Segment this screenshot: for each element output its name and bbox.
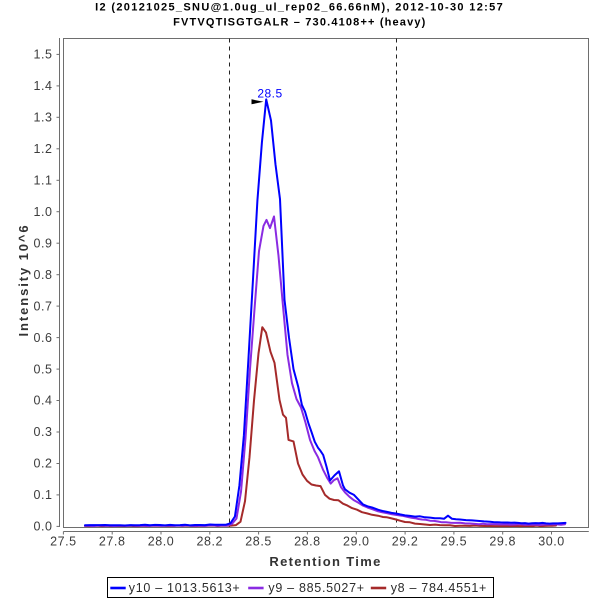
svg-text:0.9: 0.9	[33, 236, 52, 250]
svg-text:y9 – 885.5027+: y9 – 885.5027+	[268, 581, 364, 595]
svg-text:0.2: 0.2	[33, 457, 52, 471]
svg-text:29.0: 29.0	[343, 535, 370, 549]
svg-text:28.8: 28.8	[294, 535, 321, 549]
svg-text:28.0: 28.0	[148, 535, 175, 549]
svg-text:0.3: 0.3	[33, 425, 52, 439]
svg-text:30.0: 30.0	[538, 535, 565, 549]
svg-text:0.7: 0.7	[33, 299, 52, 313]
svg-text:y10 – 1013.5613+: y10 – 1013.5613+	[129, 581, 241, 595]
svg-text:1.1: 1.1	[33, 174, 52, 188]
svg-text:1.0: 1.0	[33, 205, 52, 219]
svg-text:29.8: 29.8	[489, 535, 516, 549]
svg-text:28.2: 28.2	[197, 535, 224, 549]
svg-text:FVTVQTISGTGALR – 730.4108++ (h: FVTVQTISGTGALR – 730.4108++ (heavy)	[173, 16, 426, 28]
svg-text:27.5: 27.5	[50, 535, 77, 549]
svg-text:Intensity 10^6: Intensity 10^6	[16, 224, 31, 337]
svg-text:0.8: 0.8	[33, 268, 52, 282]
svg-text:1.5: 1.5	[33, 48, 52, 62]
svg-text:I2 (20121025_SNU@1.0ug_ul_rep0: I2 (20121025_SNU@1.0ug_ul_rep02_66.66nM)…	[95, 2, 504, 14]
svg-text:0.5: 0.5	[33, 362, 52, 376]
svg-text:1.4: 1.4	[33, 79, 52, 93]
svg-text:28.5: 28.5	[257, 87, 282, 101]
svg-text:28.5: 28.5	[245, 535, 272, 549]
svg-text:29.5: 29.5	[441, 535, 468, 549]
svg-text:1.2: 1.2	[33, 142, 52, 156]
svg-text:29.2: 29.2	[392, 535, 419, 549]
svg-text:y8 – 784.4551+: y8 – 784.4551+	[391, 581, 487, 595]
svg-text:27.8: 27.8	[99, 535, 126, 549]
svg-text:Retention Time: Retention Time	[269, 554, 381, 569]
svg-text:0.0: 0.0	[33, 520, 52, 534]
svg-text:1.3: 1.3	[33, 111, 52, 125]
svg-text:0.1: 0.1	[33, 488, 52, 502]
svg-text:0.6: 0.6	[33, 331, 52, 345]
svg-text:0.4: 0.4	[33, 394, 52, 408]
